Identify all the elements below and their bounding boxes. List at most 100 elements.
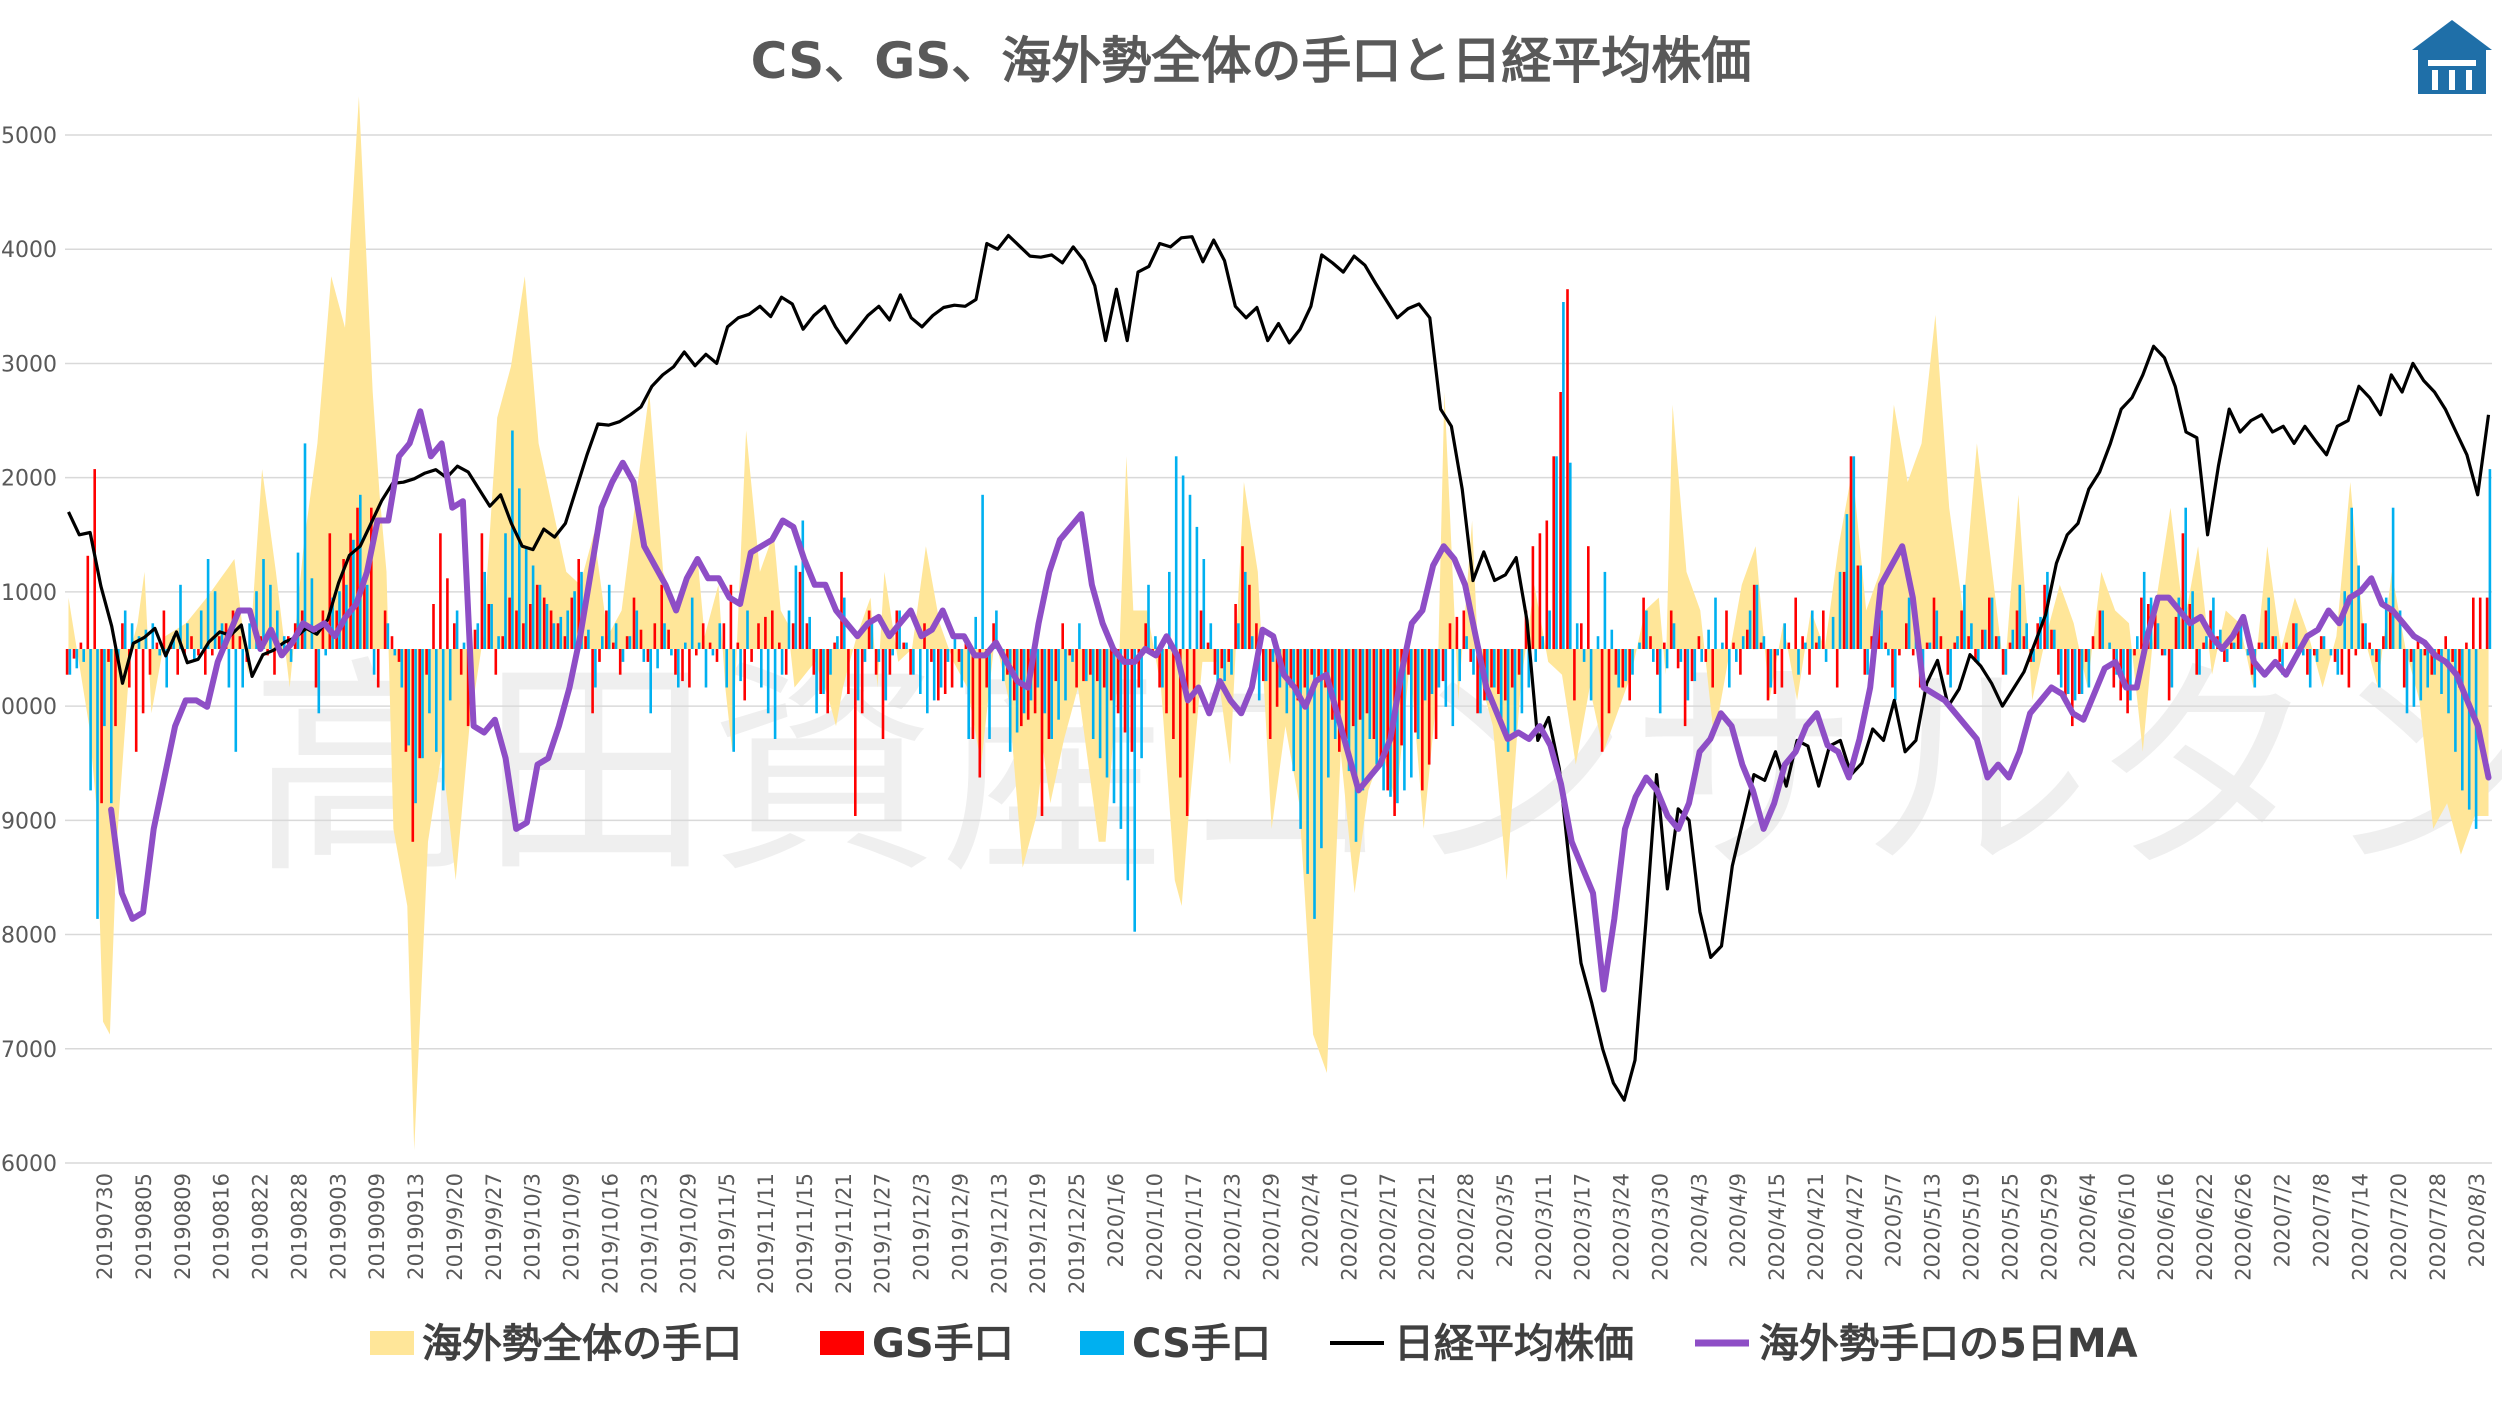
cs-bar (1493, 649, 1496, 688)
cs-bar (241, 649, 244, 688)
cs-bar (1430, 649, 1434, 694)
gs-bar (1282, 649, 1286, 675)
gs-bar (2188, 604, 2192, 649)
x-tick-label: 20190816 (210, 1173, 234, 1280)
gs-bar (971, 649, 975, 739)
x-tick-label: 2019/11/21 (832, 1173, 856, 1294)
gs-bar (978, 649, 982, 778)
cs-bar (1880, 610, 1883, 649)
x-tick-label: 2020/2/17 (1376, 1173, 1400, 1281)
gs-bar (1704, 649, 1708, 662)
gs-bar (1870, 636, 1873, 649)
cs-bar (1085, 649, 1088, 682)
gs-bar (1587, 546, 1590, 649)
gs-bar (1372, 649, 1376, 739)
cs-bar (1382, 649, 1385, 791)
gs-bar (715, 649, 719, 662)
cs-bar (1112, 649, 1116, 804)
cs-bar (130, 623, 134, 649)
gs-bar (342, 559, 345, 649)
gs-bar (1607, 649, 1611, 714)
cs-bar (1582, 649, 1586, 662)
gs-bar (273, 649, 276, 675)
cs-bar (822, 649, 825, 694)
cs-bar (663, 623, 666, 649)
gs-bar (819, 649, 822, 694)
gs-bar (1497, 649, 1500, 694)
cs-bar (1735, 649, 1738, 662)
gs-bar (930, 649, 933, 662)
cs-bar (1983, 629, 1987, 649)
cs-bar (1091, 649, 1095, 739)
gs-bar (2160, 649, 2164, 656)
gs-bar (798, 571, 802, 649)
cs-bar (2136, 636, 2139, 649)
x-tick-label: 2020/8/3 (2465, 1173, 2489, 1267)
cs-bar (2440, 649, 2443, 694)
cs-bar (1658, 649, 1662, 714)
legend-item-overseas-total: 海外勢全体の手口 (370, 1321, 742, 1367)
cs-bar (1990, 597, 1994, 649)
ma5-line (108, 408, 2492, 993)
gs-bar (625, 636, 629, 649)
cs-bar (1216, 649, 1219, 688)
cs-bar (960, 649, 964, 688)
gs-bar (854, 649, 857, 816)
gs-bar (2451, 649, 2454, 662)
gs-bar (1130, 649, 1134, 752)
cs-bar (1679, 649, 1683, 662)
cs-bar (2467, 649, 2471, 810)
gs-bar (937, 649, 940, 701)
gs-bar (1524, 610, 1528, 649)
gs-bar (1656, 649, 1659, 675)
x-tick-label: 20190809 (171, 1173, 195, 1280)
gs-bar (1642, 597, 1645, 649)
cs-bar (262, 559, 265, 649)
cs-bar (1036, 649, 1040, 688)
gs-bar (1683, 649, 1687, 727)
gs-bar (1925, 642, 1929, 649)
cs-bar (1977, 649, 1980, 662)
gs-bar (446, 578, 449, 649)
gs-bar (1338, 649, 1341, 752)
gs-bar (750, 649, 753, 662)
gs-bar (840, 571, 843, 649)
gs-bar (653, 623, 657, 649)
cs-bar (1548, 610, 1551, 649)
gs-bar (1614, 649, 1618, 675)
cs-bar (303, 443, 307, 649)
cs-bar (2198, 649, 2201, 675)
gs-bar (812, 649, 816, 675)
gs-bar (612, 642, 615, 649)
cs-bar (206, 559, 210, 649)
legend-item-nikkei: 日経平均株価 (1330, 1321, 1634, 1367)
legend-label: CS手口 (1132, 1321, 1271, 1367)
cs-bar (2232, 642, 2236, 649)
x-tick-label: 2020/7/20 (2387, 1173, 2411, 1281)
logo-icon (2412, 20, 2492, 94)
cs-bar (1437, 649, 1441, 688)
cs-bar (967, 649, 970, 739)
gs-bar (176, 649, 179, 675)
cs-bar (227, 649, 231, 688)
gs-bar (985, 649, 988, 688)
cs-bar (891, 649, 894, 656)
x-tick-label: 2020/1/10 (1143, 1173, 1167, 1281)
cs-bar (1250, 636, 1254, 649)
gs-bar (1884, 642, 1887, 649)
gs-bar (404, 649, 408, 752)
cs-bar (684, 642, 687, 649)
x-tick-label: 2020/5/25 (1998, 1173, 2022, 1281)
gs-bar (1054, 649, 1058, 682)
gs-bar (501, 636, 504, 649)
gs-bar (2133, 649, 2136, 656)
cs-bar (435, 649, 438, 752)
cs-bar (1050, 649, 1053, 739)
gs-bar (584, 636, 587, 649)
cs-bar (1506, 649, 1510, 752)
cs-bar (1361, 649, 1365, 791)
gs-bar (1241, 546, 1244, 649)
cs-bar (2032, 649, 2035, 662)
gs-bar (1365, 649, 1369, 714)
